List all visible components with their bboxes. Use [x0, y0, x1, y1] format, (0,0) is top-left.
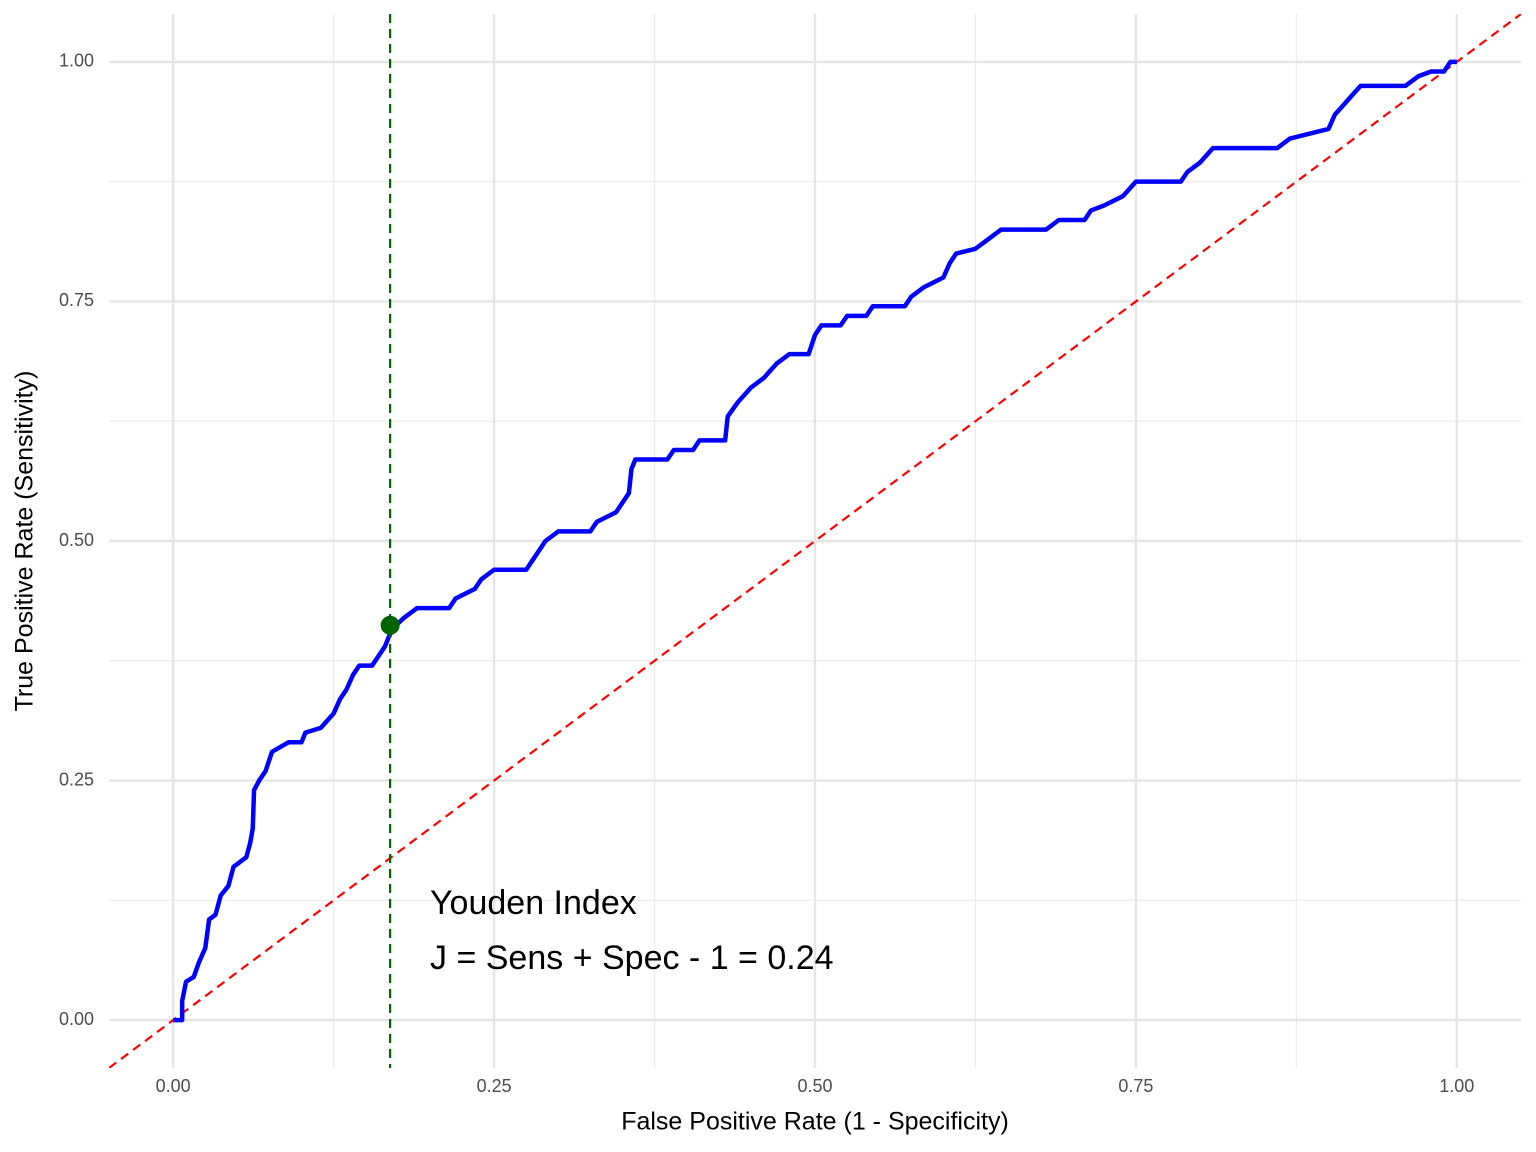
y-tick-label: 0.50: [59, 530, 94, 550]
x-tick-label: 0.00: [156, 1076, 191, 1096]
annotation: Youden Index: [430, 884, 637, 922]
y-tick-label: 0.75: [59, 290, 94, 310]
y-tick-label: 1.00: [59, 51, 94, 71]
plot-area: [109, 14, 1521, 1068]
x-tick-label: 1.00: [1439, 1076, 1474, 1096]
y-tick-label: 0.00: [59, 1009, 94, 1029]
y-tick-label: 0.25: [59, 769, 94, 789]
grid: [109, 14, 1521, 1068]
x-tick-label: 0.75: [1118, 1076, 1153, 1096]
optimal-point: [380, 615, 400, 635]
x-tick-label: 0.50: [797, 1076, 832, 1096]
y-axis-title: True Positive Rate (Sensitivity): [11, 371, 39, 712]
annotation: J = Sens + Spec - 1 = 0.24: [430, 939, 834, 977]
roc-curve: [173, 59, 1457, 1023]
x-tick-label: 0.25: [477, 1076, 512, 1096]
x-axis-title: False Positive Rate (1 - Specificity): [621, 1108, 1009, 1136]
reference-line: [109, 14, 1521, 1068]
